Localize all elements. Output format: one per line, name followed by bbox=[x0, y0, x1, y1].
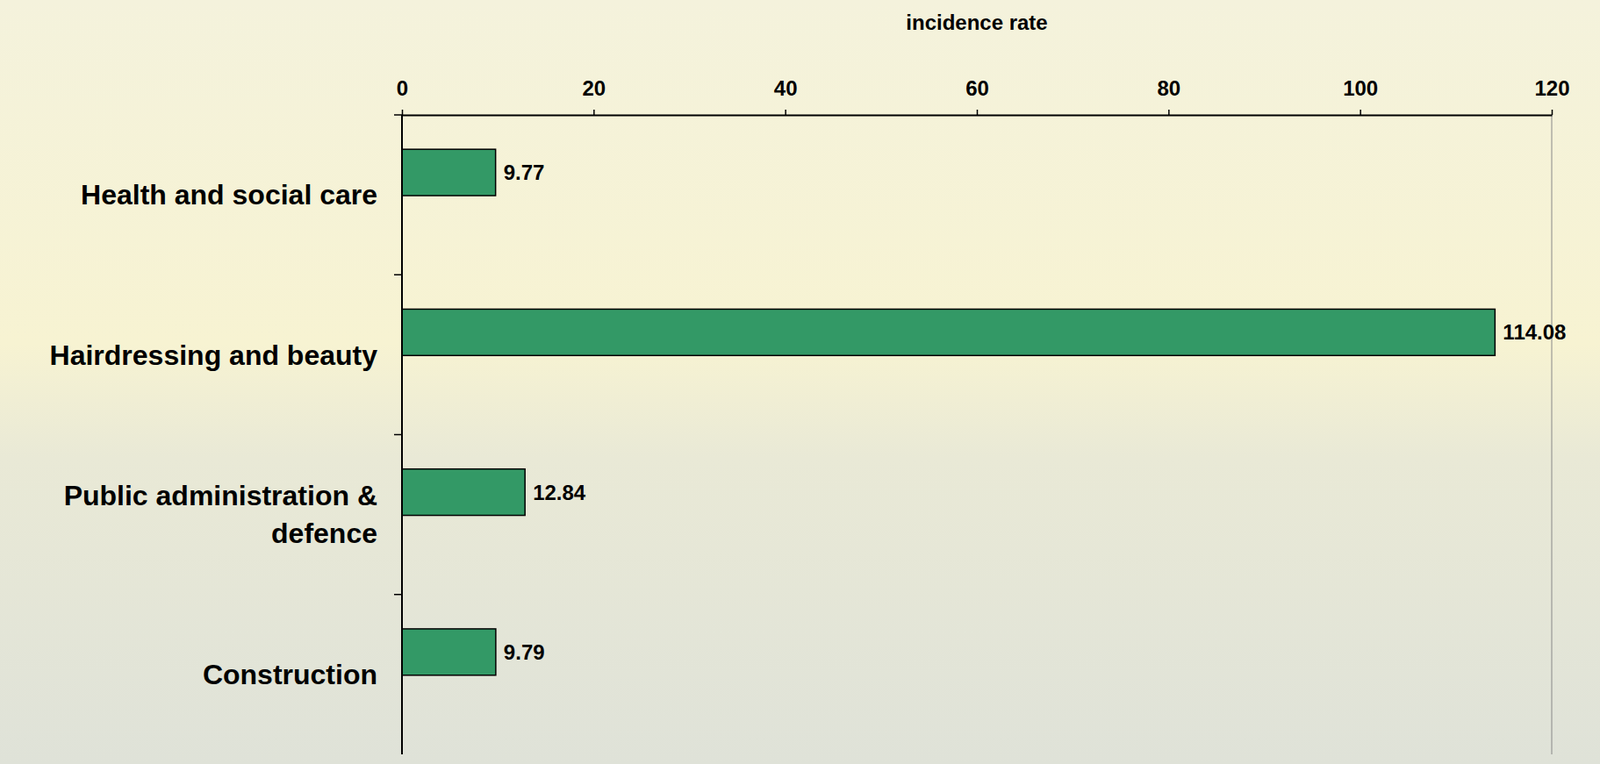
chart: 9.77 114.08 12.84 9.79 0 20 40 60 80 100 120 incide… bbox=[0, 0, 1600, 764]
category-separator bbox=[394, 594, 402, 596]
bar bbox=[401, 469, 525, 517]
category-separator bbox=[394, 274, 402, 277]
tick-label: 100 bbox=[1342, 76, 1378, 101]
tick-mark bbox=[784, 109, 787, 115]
category-label: Construction bbox=[202, 659, 378, 691]
data-label: 9.77 bbox=[503, 160, 546, 185]
bar bbox=[401, 308, 1495, 356]
tick: 80 bbox=[1156, 76, 1181, 115]
tick-mark bbox=[1359, 109, 1362, 115]
axis-title: incidence rate bbox=[905, 10, 1048, 35]
tick-mark bbox=[401, 109, 404, 115]
tick: 40 bbox=[774, 76, 798, 115]
category-label: Hairdressing and beauty bbox=[50, 339, 379, 372]
data-label: 114.08 bbox=[1502, 320, 1566, 345]
tick-mark bbox=[1551, 109, 1554, 115]
tick-mark bbox=[593, 109, 596, 115]
category-separator bbox=[394, 434, 402, 437]
tick-label: 20 bbox=[581, 76, 606, 101]
data-label: 9.79 bbox=[503, 640, 546, 665]
tick: 120 bbox=[1534, 76, 1570, 115]
tick: 60 bbox=[965, 76, 990, 115]
tick: 0 bbox=[396, 76, 409, 115]
y-axis: Health and social care Hairdressing and b… bbox=[50, 114, 402, 755]
data-label: 12.84 bbox=[532, 480, 587, 505]
tick: 20 bbox=[581, 76, 606, 115]
tick-label: 60 bbox=[965, 76, 990, 101]
bars bbox=[401, 149, 1495, 676]
tick-mark bbox=[976, 109, 979, 115]
plot-frame bbox=[1551, 114, 1553, 755]
category-label: Public administration &defence bbox=[64, 480, 378, 550]
bar bbox=[401, 629, 496, 676]
category-separator bbox=[394, 114, 402, 116]
tick-label: 0 bbox=[396, 76, 409, 101]
tick-label: 80 bbox=[1156, 76, 1181, 101]
tick-label: 40 bbox=[774, 76, 798, 101]
bar bbox=[401, 149, 496, 196]
x-axis: 0 20 40 60 80 100 120 bbox=[396, 76, 1571, 116]
category-label: Health and social care bbox=[80, 179, 378, 211]
tick-mark bbox=[1168, 109, 1170, 115]
tick-label: 120 bbox=[1534, 76, 1570, 101]
data-labels: 9.77 114.08 12.84 9.79 bbox=[503, 160, 1567, 665]
tick: 100 bbox=[1342, 76, 1378, 115]
